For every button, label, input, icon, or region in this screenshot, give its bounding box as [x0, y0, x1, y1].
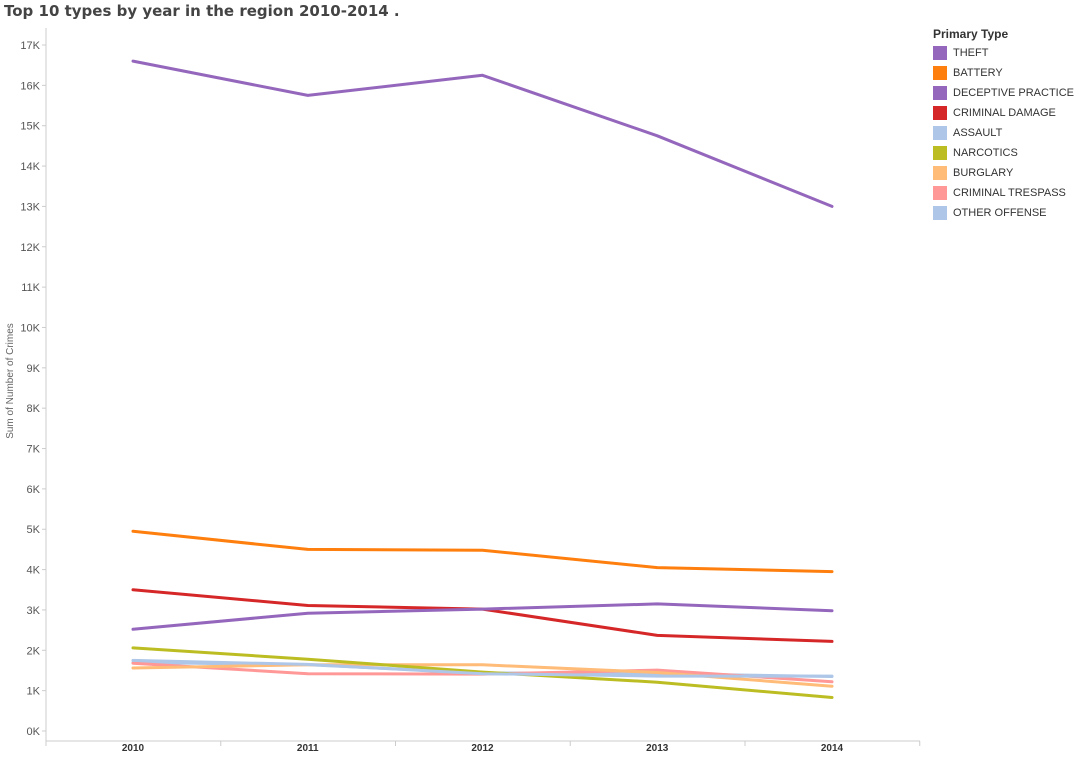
legend-item[interactable]: CRIMINAL DAMAGE [933, 103, 1079, 123]
series-line-criminal-damage [131, 588, 834, 643]
y-tick-label: 10K [20, 322, 40, 334]
x-tick-label: 2013 [646, 743, 669, 754]
series-lines [131, 59, 834, 699]
legend-label: OTHER OFFENSE [953, 207, 1047, 219]
x-tick-label: 2014 [821, 743, 844, 754]
legend-label: DECEPTIVE PRACTICE [953, 87, 1075, 99]
legend-item[interactable]: NARCOTICS [933, 143, 1079, 163]
y-tick-label: 12K [20, 242, 40, 254]
y-tick-label: 0K [27, 726, 41, 738]
legend-swatch [933, 106, 947, 120]
legend-swatch [933, 186, 947, 200]
series-line-battery [131, 529, 834, 574]
series-line-narcotics [131, 646, 834, 699]
legend-item[interactable]: ASSAULT [933, 123, 1079, 143]
series-line-theft [131, 59, 834, 208]
legend-item[interactable]: BATTERY [933, 63, 1079, 83]
chart-title: Top 10 types by year in the region 2010-… [4, 2, 400, 20]
legend-label: ASSAULT [953, 127, 1003, 139]
legend-item[interactable]: BURGLARY [933, 163, 1079, 183]
legend-swatch [933, 66, 947, 80]
y-tick-label: 16K [20, 80, 40, 92]
legend-swatch [933, 86, 947, 100]
legend-items: THEFT BATTERY DECEPTIVE PRACTICE CRIMINAL D… [933, 43, 1079, 223]
y-tick-label: 14K [20, 161, 40, 173]
y-tick-label: 8K [27, 403, 41, 415]
legend-label: CRIMINAL DAMAGE [953, 107, 1056, 119]
legend-item[interactable]: CRIMINAL TRESPASS [933, 183, 1079, 203]
legend: Primary Type THEFT BATTERY DECEPTIVE PRACT… [933, 27, 1079, 223]
x-tick-label: 2012 [471, 743, 494, 754]
x-tick-label: 2010 [122, 743, 145, 754]
y-axis-title: Sum of Number of Crimes [5, 323, 16, 439]
y-tick-label: 2K [27, 645, 41, 657]
legend-item[interactable]: THEFT [933, 43, 1079, 63]
legend-label: BURGLARY [953, 167, 1014, 179]
y-tick-label: 9K [27, 363, 41, 375]
y-tick-label: 17K [20, 40, 40, 52]
series-line-assault [131, 658, 834, 678]
y-tick-label: 5K [27, 524, 41, 536]
x-tick-label: 2011 [297, 743, 319, 754]
legend-label: NARCOTICS [953, 147, 1018, 159]
y-tick-label: 15K [20, 121, 40, 133]
y-tick-label: 3K [27, 605, 41, 617]
y-tick-label: 6K [27, 484, 41, 496]
legend-label: THEFT [953, 47, 989, 59]
legend-item[interactable]: DECEPTIVE PRACTICE [933, 83, 1079, 103]
series-line-deceptive-practice [131, 602, 834, 631]
y-tick-label: 4K [27, 565, 41, 577]
y-tick-label: 1K [27, 686, 41, 698]
legend-swatch [933, 126, 947, 140]
legend-swatch [933, 46, 947, 60]
legend-swatch [933, 206, 947, 220]
legend-swatch [933, 166, 947, 180]
legend-title: Primary Type [933, 27, 1009, 41]
legend-label: CRIMINAL TRESPASS [953, 187, 1066, 199]
y-axis-ticks: 0K 1K 2K 3K 4K 5K 6K 7K 8K 9K 10K 11K 12K 13K 14K 15K 16… [20, 40, 46, 738]
legend-item[interactable]: OTHER OFFENSE [933, 203, 1079, 223]
axes [45, 28, 921, 746]
y-tick-label: 13K [20, 201, 40, 213]
y-tick-label: 11K [21, 282, 40, 294]
x-axis-ticks: 2010 2011 2012 2013 2014 [122, 743, 844, 754]
legend-swatch [933, 146, 947, 160]
y-tick-label: 7K [27, 444, 41, 456]
legend-label: BATTERY [953, 67, 1003, 79]
